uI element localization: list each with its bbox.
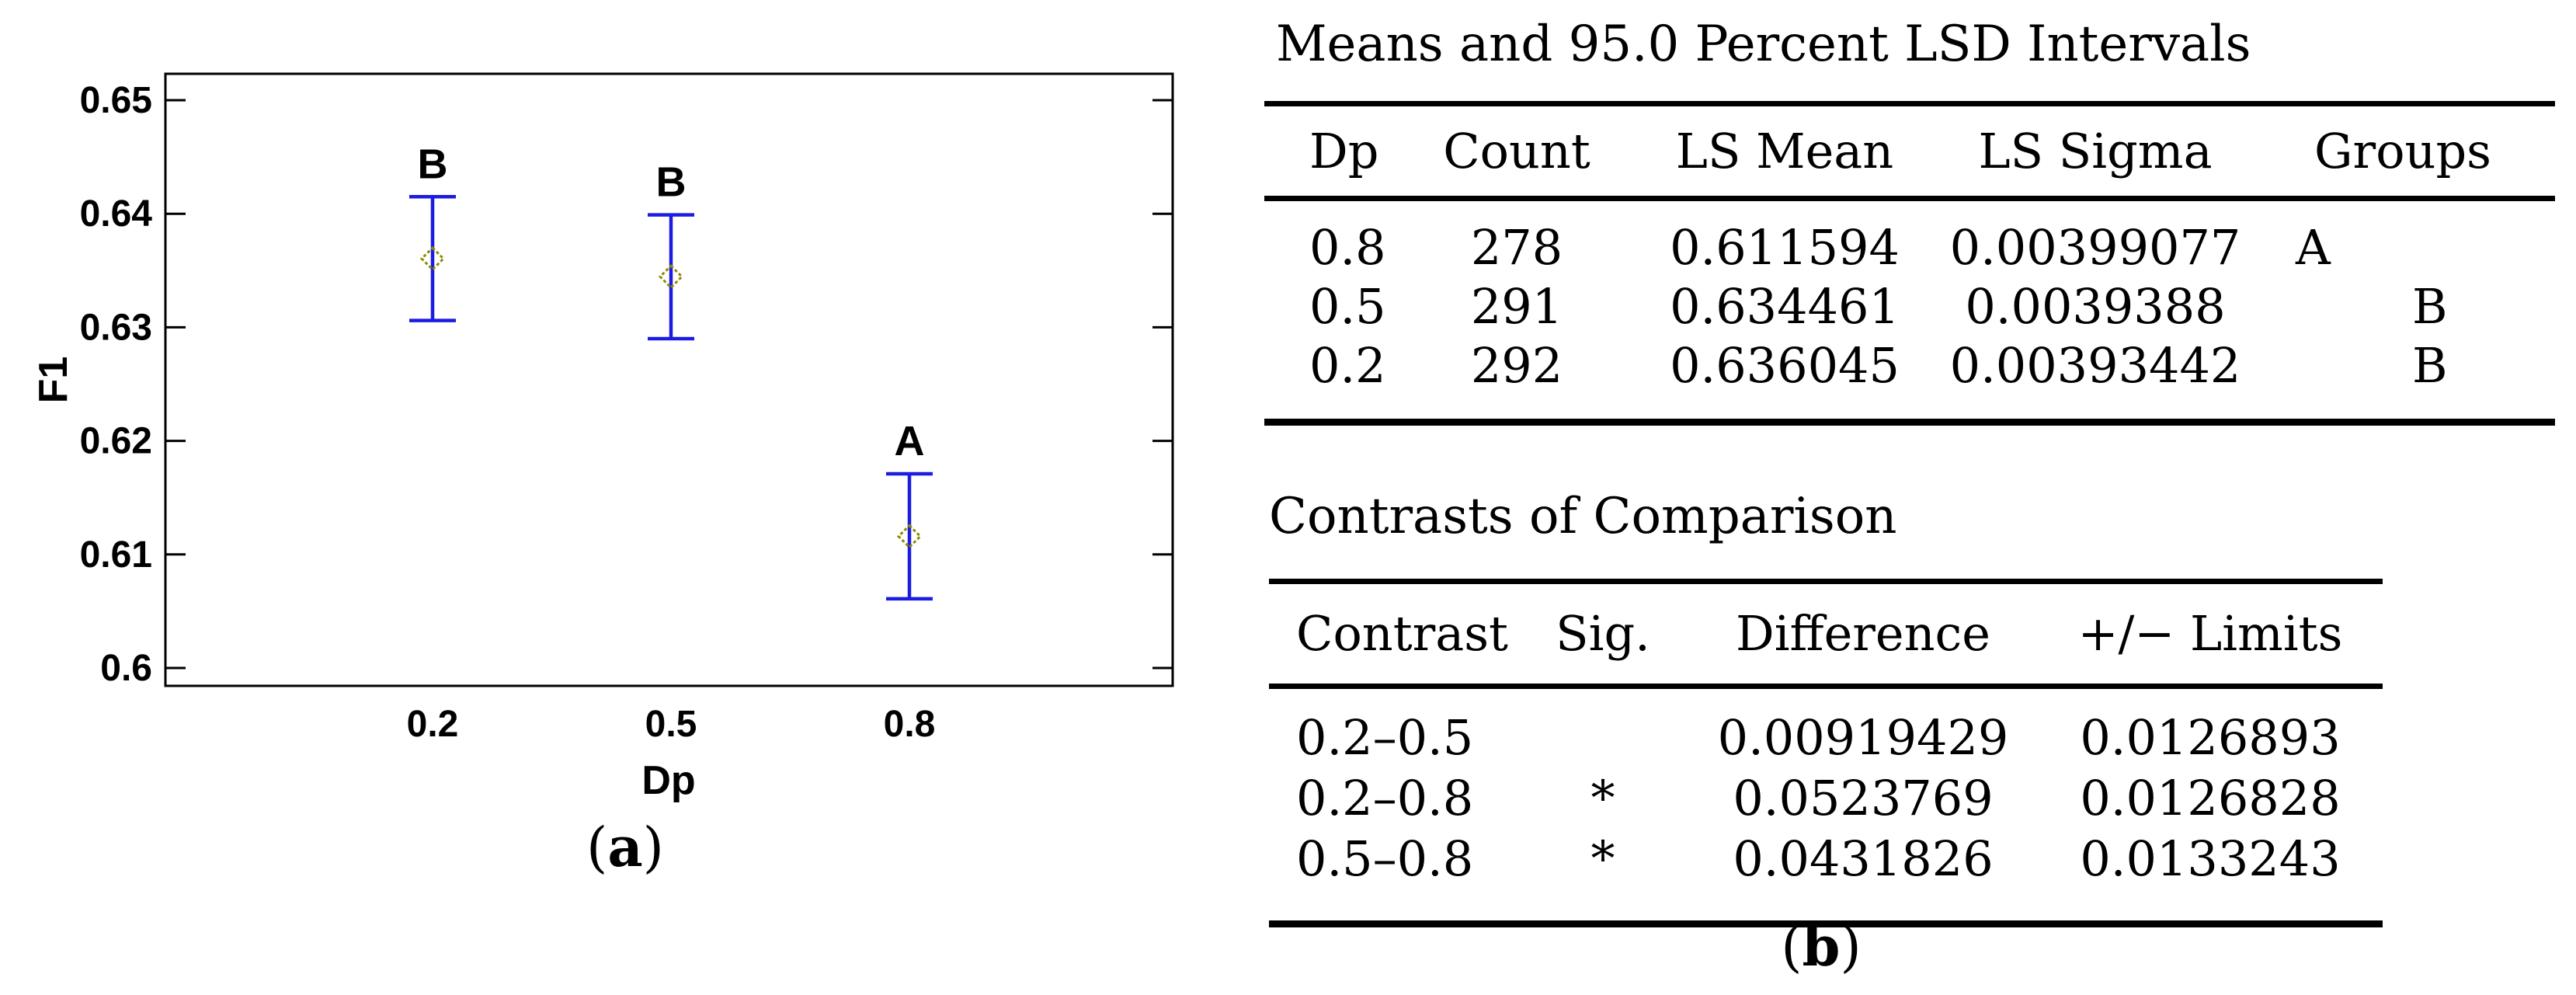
x-axis-title: Dp <box>641 758 695 803</box>
cell-ls-mean: 0.636045 <box>1670 337 1900 394</box>
means-plot-svg: 0.65 0.64 0.63 0.62 0.61 0.6 0.2 0.5 0.8 B B A F1 D… <box>31 72 1174 803</box>
cell-difference: 0.0431826 <box>1733 830 1994 887</box>
x-tick-label: 0.2 <box>407 704 459 745</box>
cell-groups: B <box>2251 342 2555 390</box>
group-letter-label: B <box>656 159 687 206</box>
group-letter: B <box>2412 337 2448 394</box>
cell-dp: 0.5 <box>1309 278 1386 335</box>
y-tick-label: 0.65 <box>80 80 152 121</box>
cell-sig: * <box>1590 830 1615 887</box>
y-tick-label: 0.63 <box>80 307 152 348</box>
caption-b-letter: b <box>1802 914 1841 979</box>
subfigure-caption-a: (a) <box>548 817 703 878</box>
table-row: 0.5 291 0.634461 0.0039388 B <box>1264 277 2555 336</box>
cell-dp: 0.8 <box>1309 219 1386 276</box>
caption-b-paren-close: ) <box>1840 915 1862 979</box>
contrasts-table-header-row: Contrast Sig. Difference +/− Limits <box>1269 584 2383 684</box>
means-header-ls-sigma: LS Sigma <box>1978 122 2213 179</box>
caption-a-letter: a <box>607 815 643 879</box>
contrasts-table: Contrast Sig. Difference +/− Limits 0.2–… <box>1269 579 2383 927</box>
group-letter-label: B <box>418 141 448 187</box>
cell-ls-sigma: 0.00393442 <box>1949 337 2241 394</box>
y-tick-label: 0.62 <box>80 421 152 462</box>
means-table: Dp Count LS Mean LS Sigma Groups 0.8 278… <box>1264 101 2555 426</box>
x-tick-label: 0.5 <box>645 704 697 745</box>
subfigure-caption-b: (b) <box>1743 917 1899 977</box>
mean-diamond-marker <box>896 524 923 549</box>
means-header-count: Count <box>1443 122 1590 179</box>
cell-contrast: 0.2–0.8 <box>1296 770 1474 826</box>
means-header-dp: Dp <box>1309 122 1379 179</box>
cell-groups: B <box>2251 283 2555 331</box>
means-table-bottom-rule <box>1264 419 2555 426</box>
cell-count: 278 <box>1470 219 1563 276</box>
means-table-title: Means and 95.0 Percent LSD Intervals <box>1276 16 2251 73</box>
means-table-body: 0.8 278 0.611594 0.00399077 A 0.5 291 0.… <box>1264 201 2555 419</box>
contrasts-table-mid-rule <box>1269 684 2383 689</box>
contrasts-header-limits: +/− Limits <box>2077 605 2343 662</box>
cell-limits: 0.0126893 <box>2080 709 2341 766</box>
chart-dynamic-layer: 0.65 0.64 0.63 0.62 0.61 0.6 0.2 0.5 0.8 B B A <box>80 80 1173 745</box>
table-row: 0.2 292 0.636045 0.00393442 B <box>1264 336 2555 395</box>
table-row: 0.8 278 0.611594 0.00399077 A <box>1264 218 2555 277</box>
cell-count: 291 <box>1470 278 1563 335</box>
contrasts-table-bottom-rule <box>1269 920 2383 927</box>
means-plot-panel: 0.65 0.64 0.63 0.62 0.61 0.6 0.2 0.5 0.8 B B A F1 D… <box>0 0 1243 995</box>
table-row: 0.5–0.8 * 0.0431826 0.0133243 <box>1269 829 2383 889</box>
mean-diamond-marker <box>419 245 446 272</box>
means-header-ls-mean: LS Mean <box>1675 122 1894 179</box>
cell-limits: 0.0133243 <box>2080 830 2341 887</box>
table-row: 0.2–0.8 * 0.0523769 0.0126828 <box>1269 768 2383 829</box>
cell-groups: A <box>2251 224 2555 272</box>
means-table-mid-rule <box>1264 196 2555 201</box>
plot-box <box>164 72 1174 687</box>
cell-difference: 0.00919429 <box>1717 709 2009 766</box>
group-letter-label: A <box>895 418 925 464</box>
cell-count: 292 <box>1470 337 1563 394</box>
means-table-header-row: Dp Count LS Mean LS Sigma Groups <box>1264 106 2555 196</box>
contrasts-table-title: Contrasts of Comparison <box>1269 488 1897 545</box>
cell-ls-sigma: 0.0039388 <box>1965 278 2226 335</box>
cell-limits: 0.0126828 <box>2080 770 2341 826</box>
cell-contrast: 0.2–0.5 <box>1296 709 1474 766</box>
contrasts-table-top-rule <box>1269 579 2383 584</box>
caption-a-paren-open: ( <box>586 816 608 879</box>
cell-ls-sigma: 0.00399077 <box>1949 219 2241 276</box>
mean-diamond-marker <box>658 264 684 290</box>
cell-sig: * <box>1590 770 1615 826</box>
contrasts-header-difference: Difference <box>1736 605 1990 662</box>
contrasts-header-sig: Sig. <box>1556 605 1650 662</box>
cell-ls-mean: 0.611594 <box>1670 219 1900 276</box>
group-letter: B <box>2412 278 2448 335</box>
x-tick-label: 0.8 <box>884 704 936 745</box>
y-tick-label: 0.64 <box>80 193 153 235</box>
means-table-top-rule <box>1264 101 2555 106</box>
y-tick-label: 0.61 <box>80 534 152 576</box>
y-axis-title: F1 <box>31 357 76 404</box>
means-header-groups: Groups <box>2314 122 2491 179</box>
caption-a-paren-close: ) <box>642 816 664 879</box>
table-row: 0.2–0.5 0.00919429 0.0126893 <box>1269 708 2383 768</box>
cell-difference: 0.0523769 <box>1733 770 1994 826</box>
cell-ls-mean: 0.634461 <box>1670 278 1900 335</box>
group-letter: A <box>2296 219 2331 276</box>
contrasts-table-body: 0.2–0.5 0.00919429 0.0126893 0.2–0.8 * 0… <box>1269 689 2383 920</box>
y-tick-label: 0.6 <box>100 648 152 689</box>
caption-b-paren-open: ( <box>1781 915 1803 979</box>
cell-dp: 0.2 <box>1309 337 1386 394</box>
cell-contrast: 0.5–0.8 <box>1296 830 1474 887</box>
contrasts-header-contrast: Contrast <box>1296 605 1508 662</box>
